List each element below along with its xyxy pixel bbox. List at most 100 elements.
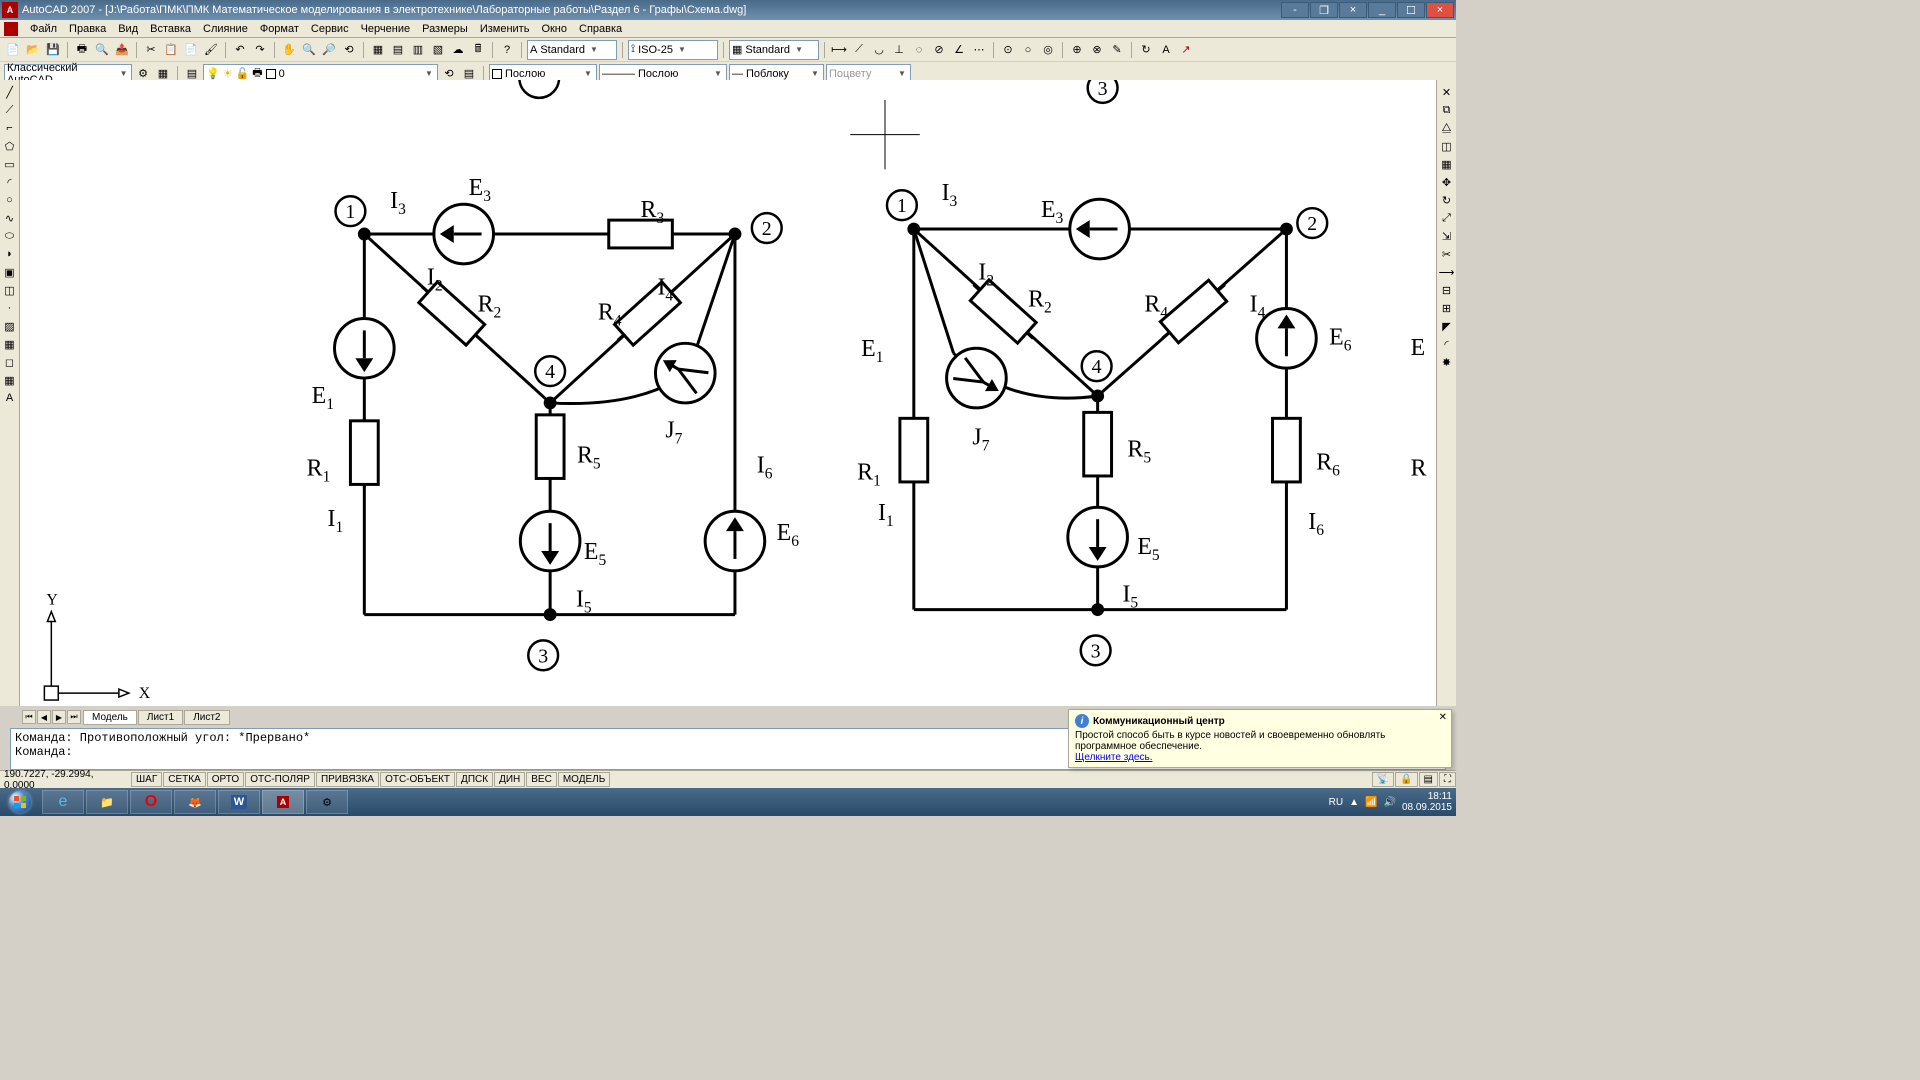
menu-Слияние[interactable]: Слияние xyxy=(197,21,254,37)
status-ДИН[interactable]: ДИН xyxy=(494,772,525,787)
dim-dia-button[interactable]: ⊘ xyxy=(930,41,948,59)
zoom-rt-button[interactable]: 🔍 xyxy=(300,41,318,59)
arc-button[interactable]: ◜ xyxy=(2,174,18,190)
menu-Вид[interactable]: Вид xyxy=(112,21,144,37)
menu-Вставка[interactable]: Вставка xyxy=(144,21,197,37)
tab-first-button[interactable]: ⏮ xyxy=(22,710,36,724)
menu-Изменить[interactable]: Изменить xyxy=(474,21,536,37)
save-button[interactable]: 💾 xyxy=(44,41,62,59)
lang-indicator[interactable]: RU xyxy=(1329,797,1343,808)
circle-button[interactable]: ○ xyxy=(2,192,18,208)
status-ОТС-ПОЛЯР[interactable]: ОТС-ПОЛЯР xyxy=(245,772,315,787)
tab-Лист1[interactable]: Лист1 xyxy=(138,710,183,725)
dim-arc-button[interactable]: ◡ xyxy=(870,41,888,59)
tp-button[interactable]: ▥ xyxy=(409,41,427,59)
spline-button[interactable]: ∿ xyxy=(2,210,18,226)
dim-update-button[interactable]: ↻ xyxy=(1137,41,1155,59)
preview-button[interactable]: 🔍 xyxy=(93,41,111,59)
tray-flag-icon[interactable]: ▲ xyxy=(1349,797,1359,808)
tab-prev-button[interactable]: ◀ xyxy=(37,710,51,724)
mtext-button[interactable]: A xyxy=(2,390,18,406)
tab-last-button[interactable]: ⏭ xyxy=(67,710,81,724)
insert-button[interactable]: ▣ xyxy=(2,264,18,280)
block-button[interactable]: ◫ xyxy=(2,282,18,298)
copy-obj-button[interactable]: ⧉ xyxy=(1439,102,1455,118)
clock[interactable]: 18:11 08.09.2015 xyxy=(1402,791,1452,813)
menu-Файл[interactable]: Файл xyxy=(24,21,63,37)
taskbar-ie[interactable]: e xyxy=(42,790,84,814)
dim-tol-button[interactable]: ◎ xyxy=(1039,41,1057,59)
rectangle-button[interactable]: ▭ xyxy=(2,156,18,172)
dc-button[interactable]: ▤ xyxy=(389,41,407,59)
new-button[interactable]: 📄 xyxy=(4,41,22,59)
move-button[interactable]: ✥ xyxy=(1439,174,1455,190)
dim-linear-button[interactable]: ⟼ xyxy=(830,41,848,59)
tab-Модель[interactable]: Модель xyxy=(83,710,137,725)
match-button[interactable]: 🖌 xyxy=(202,41,220,59)
plot-button[interactable]: 🖶 xyxy=(73,41,91,59)
text-style-combo[interactable]: AStandard▼ xyxy=(527,40,617,60)
close-doc-button[interactable]: × xyxy=(1339,2,1367,18)
status-ОРТО[interactable]: ОРТО xyxy=(207,772,244,787)
scale-button[interactable]: ⤢ xyxy=(1439,210,1455,226)
dim-leader-button[interactable]: ↗ xyxy=(1177,41,1195,59)
dim-ang-button[interactable]: ∠ xyxy=(950,41,968,59)
zoom-prev-button[interactable]: ⟲ xyxy=(340,41,358,59)
tray-icon[interactable]: ▤ xyxy=(1419,772,1438,787)
break-button[interactable]: ⊟ xyxy=(1439,282,1455,298)
notif-link[interactable]: Щелкните здесь. xyxy=(1075,752,1152,763)
mirror-button[interactable]: ⧋ xyxy=(1439,120,1455,136)
xline-button[interactable]: ⟋ xyxy=(2,102,18,118)
table-style-combo[interactable]: ▦Standard▼ xyxy=(729,40,819,60)
chamfer-button[interactable]: ◤ xyxy=(1439,318,1455,334)
hatch-button[interactable]: ▨ xyxy=(2,318,18,334)
region-button[interactable]: ◻ xyxy=(2,354,18,370)
join-button[interactable]: ⊞ xyxy=(1439,300,1455,316)
calc-button[interactable]: 🖩 xyxy=(469,41,487,59)
dim-center-button[interactable]: ⊕ xyxy=(1068,41,1086,59)
stretch-button[interactable]: ⇲ xyxy=(1439,228,1455,244)
dim-ord-button[interactable]: ⊥ xyxy=(890,41,908,59)
menu-Размеры[interactable]: Размеры xyxy=(416,21,474,37)
dim-align-button[interactable]: ⟋ xyxy=(850,41,868,59)
dim-rad-button[interactable]: ◌ xyxy=(910,41,928,59)
taskbar-app[interactable]: ⚙ xyxy=(306,790,348,814)
extend-button[interactable]: ⟶ xyxy=(1439,264,1455,280)
taskbar-explorer[interactable]: 📁 xyxy=(86,790,128,814)
dim-quick-button[interactable]: ⋯ xyxy=(970,41,988,59)
close-button[interactable]: × xyxy=(1426,2,1454,18)
tab-next-button[interactable]: ▶ xyxy=(52,710,66,724)
status-ОТС-ОБЪЕКТ[interactable]: ОТС-ОБЪЕКТ xyxy=(380,772,455,787)
taskbar-firefox[interactable]: 🦊 xyxy=(174,790,216,814)
restore-doc-button[interactable]: ❐ xyxy=(1310,2,1338,18)
ssm-button[interactable]: ▧ xyxy=(429,41,447,59)
status-ПРИВЯЗКА[interactable]: ПРИВЯЗКА xyxy=(316,772,379,787)
tray-volume-icon[interactable]: 🔊 xyxy=(1383,797,1395,808)
copy-button[interactable]: 📋 xyxy=(162,41,180,59)
taskbar-opera[interactable]: O xyxy=(130,790,172,814)
taskbar-autocad[interactable]: A xyxy=(262,790,304,814)
undo-button[interactable]: ↶ xyxy=(231,41,249,59)
status-СЕТКА[interactable]: СЕТКА xyxy=(163,772,206,787)
status-ШАГ[interactable]: ШАГ xyxy=(131,772,162,787)
comm-icon[interactable]: 📡 xyxy=(1372,772,1394,787)
dim-tedit-button[interactable]: ✎ xyxy=(1108,41,1126,59)
taskbar-word[interactable]: W xyxy=(218,790,260,814)
point-button[interactable]: · xyxy=(2,300,18,316)
ellipsearc-button[interactable]: ◗ xyxy=(2,246,18,262)
polyline-button[interactable]: ⌐ xyxy=(2,120,18,136)
fillet-button[interactable]: ◜ xyxy=(1439,336,1455,352)
markup-button[interactable]: ☁ xyxy=(449,41,467,59)
status-ВЕС[interactable]: ВЕС xyxy=(526,772,557,787)
lock-icon[interactable]: 🔒 xyxy=(1395,772,1417,787)
drawing-canvas[interactable]: 1243I3E3R3I2R2R4I4E1J7R1R5I6I1E5E6I51243… xyxy=(20,80,1436,706)
erase-button[interactable]: ✕ xyxy=(1439,84,1455,100)
menu-Окно[interactable]: Окно xyxy=(535,21,573,37)
help-button[interactable]: ? xyxy=(498,41,516,59)
gradient-button[interactable]: ▦ xyxy=(2,336,18,352)
table-button[interactable]: ▦ xyxy=(2,372,18,388)
rotate-button[interactable]: ↻ xyxy=(1439,192,1455,208)
tray-network-icon[interactable]: 📶 xyxy=(1365,797,1377,808)
tab-Лист2[interactable]: Лист2 xyxy=(184,710,229,725)
ellipse-button[interactable]: ⬭ xyxy=(2,228,18,244)
